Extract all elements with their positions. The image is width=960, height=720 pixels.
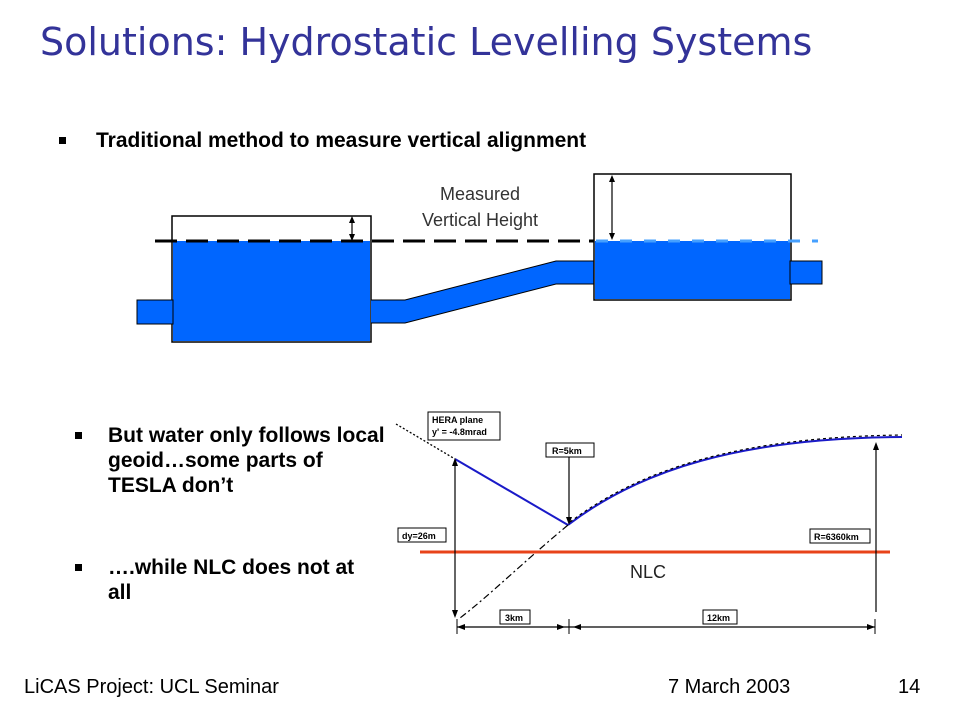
measured-label-line2: Vertical Height xyxy=(422,210,538,230)
square-bullet-icon xyxy=(59,137,66,144)
bullet-text: But water only follows local geoid…some … xyxy=(108,424,385,497)
geoid-dotted-curve xyxy=(569,434,903,523)
hera-curve xyxy=(567,436,903,526)
dy-label: dy=26m xyxy=(402,531,436,541)
r6360km-box xyxy=(809,528,871,544)
12km-box xyxy=(702,609,738,625)
left-vessel-water xyxy=(173,241,370,341)
r5km-label: R=5km xyxy=(552,446,582,456)
bullet-text: ….while NLC does not at all xyxy=(108,556,355,604)
hera-plane-box xyxy=(427,411,501,441)
bullet-item: But water only follows local geoid…some … xyxy=(75,423,395,498)
measured-label-line1: Measured xyxy=(440,184,520,204)
3km-box xyxy=(499,609,531,625)
hera-straight-segment xyxy=(454,458,569,526)
right-vessel-water xyxy=(595,241,790,299)
hydrostatic-vessels-diagram: Measured Vertical Height xyxy=(136,173,823,343)
page-number: 14 xyxy=(898,676,921,698)
3km-label: 3km xyxy=(505,613,523,623)
dy-box xyxy=(397,527,447,543)
footer-date: 7 March 2003 xyxy=(668,676,791,698)
footer-project: LiCAS Project: UCL Seminar xyxy=(24,676,279,698)
square-bullet-icon xyxy=(75,564,82,571)
hera-slope-label: y' = -4.8mrad xyxy=(432,427,487,437)
r6360km-label: R=6360km xyxy=(814,532,859,542)
bullet-item: ….while NLC does not at all xyxy=(75,555,375,605)
left-pipe xyxy=(136,299,174,325)
right-pipe xyxy=(789,260,823,285)
12km-label: 12km xyxy=(707,613,730,623)
bullet-text: Traditional method to measure vertical a… xyxy=(96,129,587,152)
connecting-tube xyxy=(371,261,596,323)
r5km-box xyxy=(545,442,595,458)
hera-nlc-diagram: HERA plane y' = -4.8mrad R=5km dy=26m R=… xyxy=(395,411,903,634)
bullet-item: Traditional method to measure vertical a… xyxy=(59,128,586,153)
hera-plane-label: HERA plane xyxy=(432,415,483,425)
nlc-label: NLC xyxy=(630,562,666,582)
hera-plane-dotted-line xyxy=(395,423,456,460)
square-bullet-icon xyxy=(75,432,82,439)
earth-curvature-line xyxy=(459,524,569,619)
slide-title: Solutions: Hydrostatic Levelling Systems xyxy=(40,20,813,64)
